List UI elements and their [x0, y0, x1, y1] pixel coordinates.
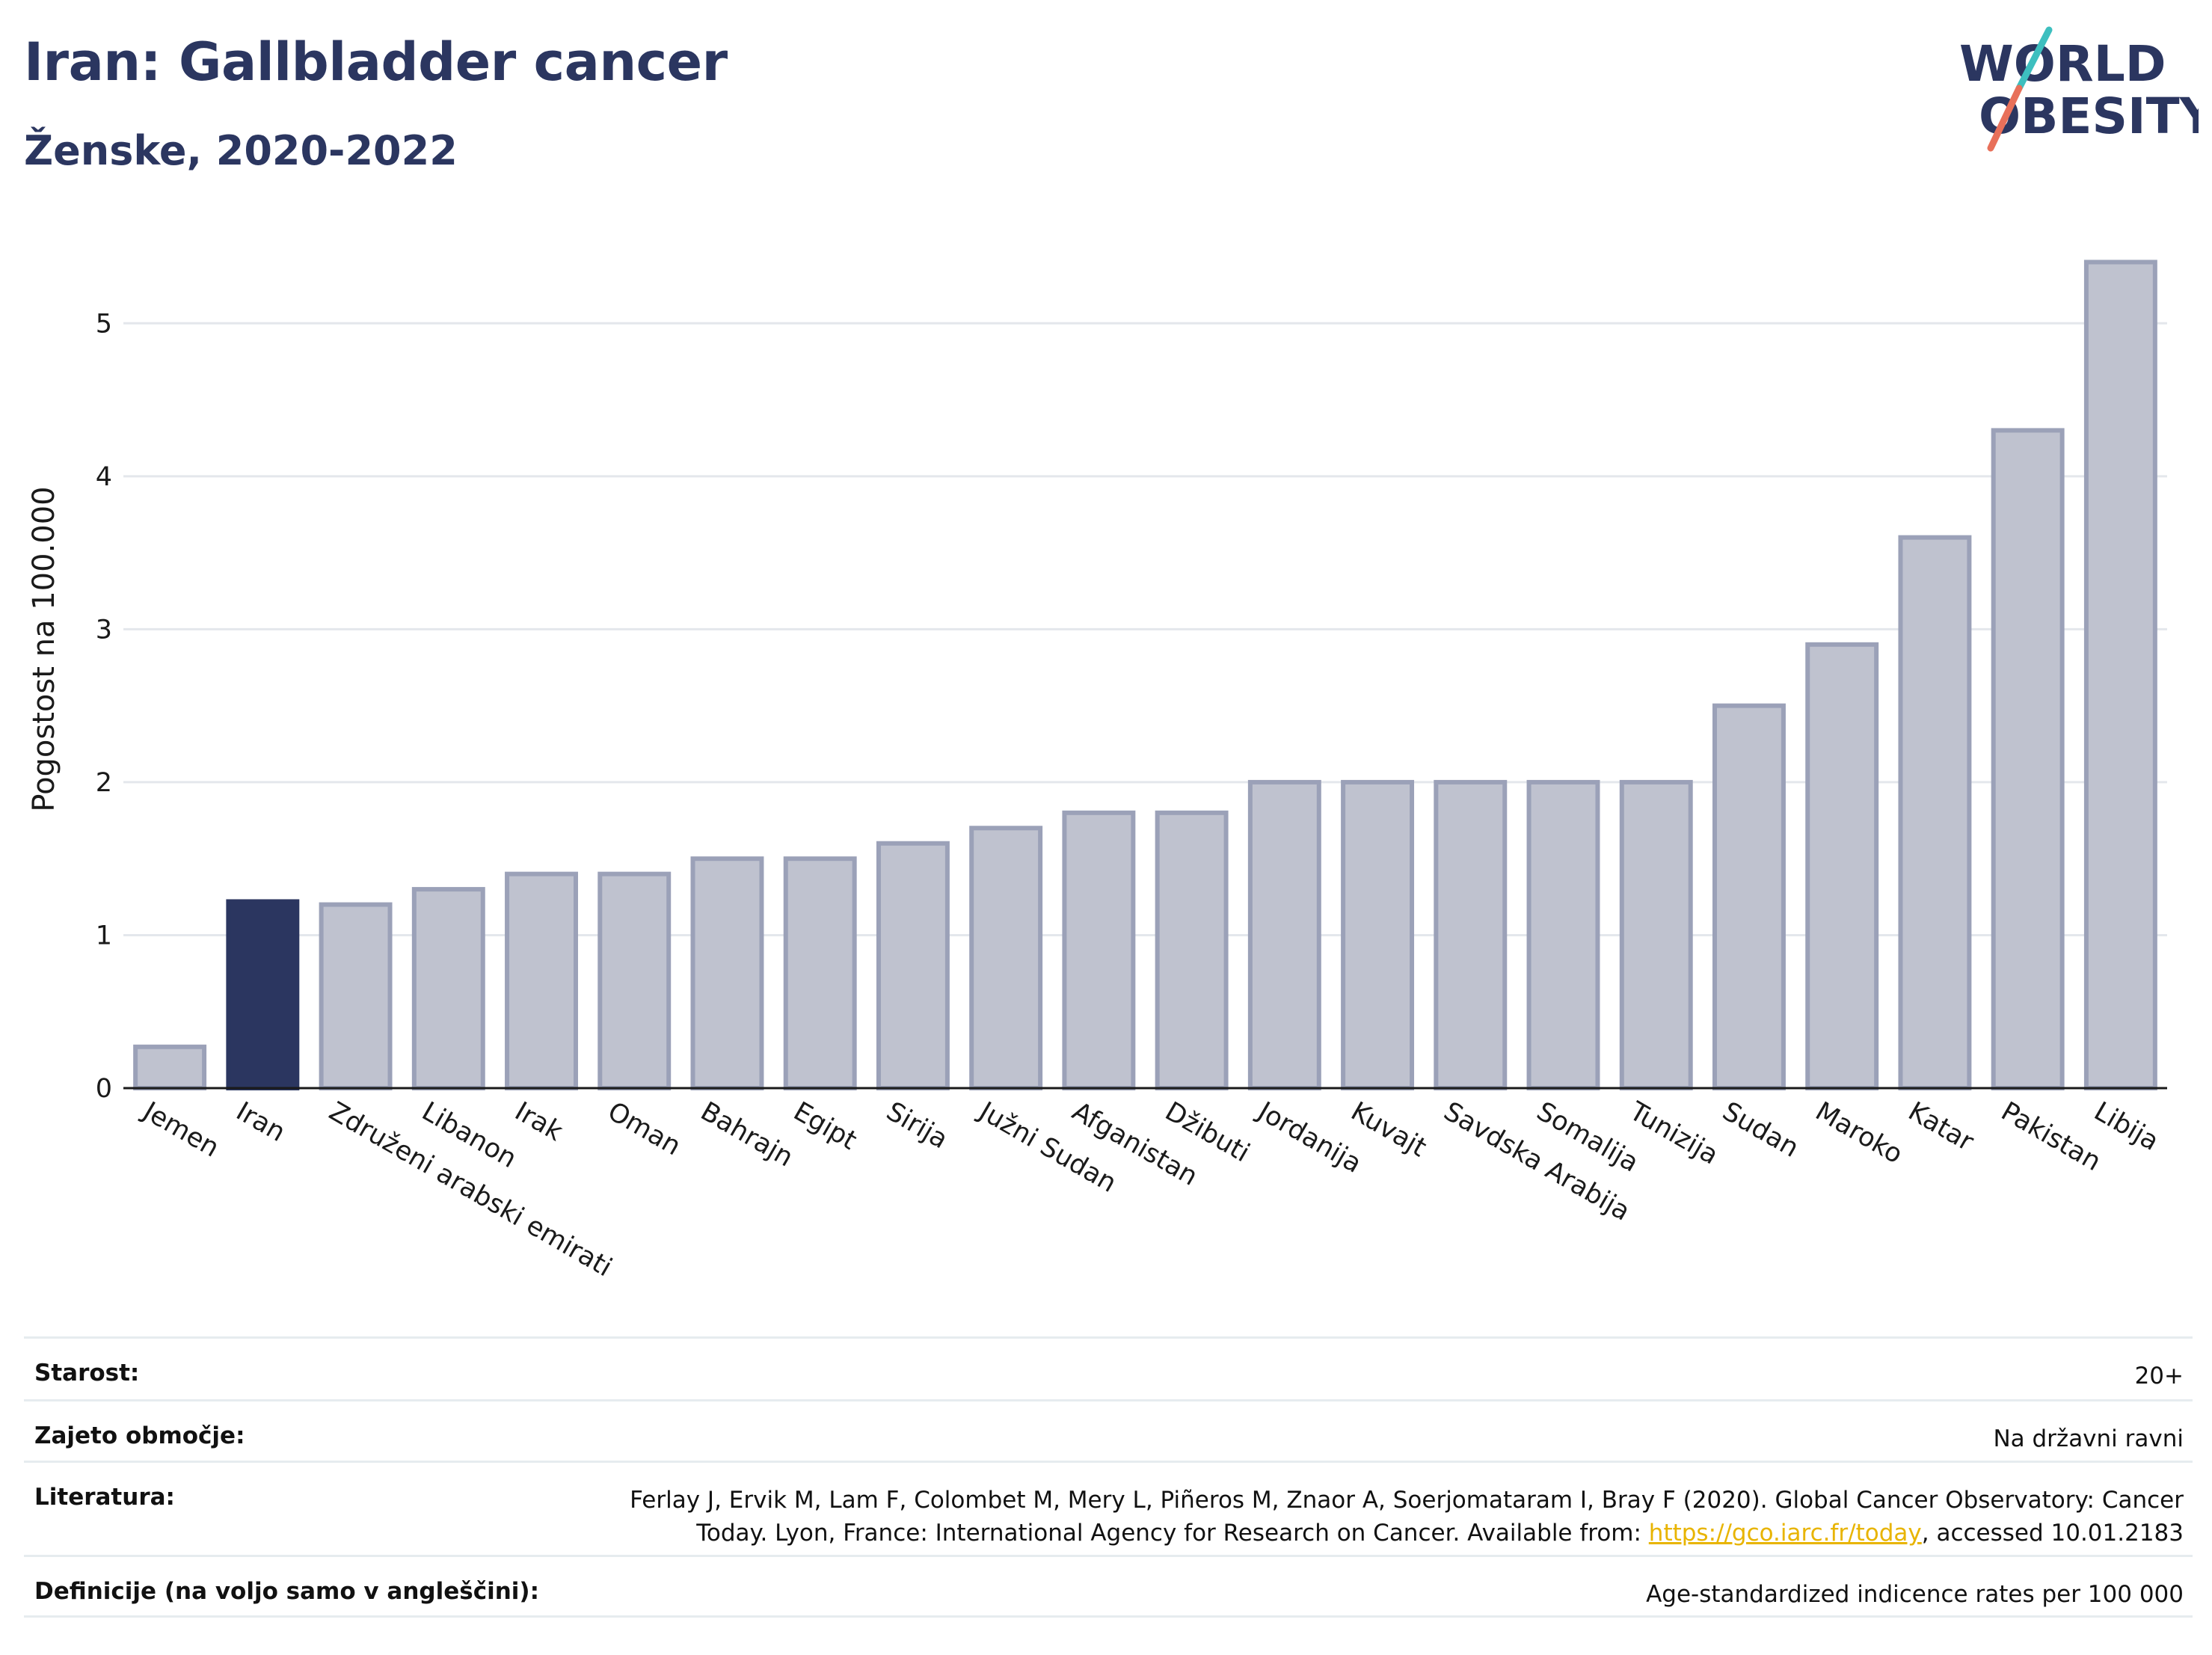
y-tick-label: 3: [96, 615, 112, 645]
reference-line-1: Ferlay J, Ervik M, Lam F, Colombet M, Me…: [630, 1487, 2184, 1514]
x-tick-label: Sirija: [881, 1096, 953, 1155]
info-label-coverage: Zajeto območje:: [34, 1422, 245, 1449]
info-row-coverage: Zajeto območje: Na državni ravni: [24, 1399, 2193, 1461]
bar-južni-sudan: [969, 826, 1043, 1090]
chart-subtitle: Ženske, 2020-2022: [24, 127, 458, 174]
x-tick-label: Jordanija: [1252, 1096, 1367, 1179]
y-tick-label: 5: [96, 309, 112, 339]
bar-katar: [1898, 535, 1972, 1090]
logo-slash-coral: [1987, 85, 2023, 152]
bar-irak: [505, 871, 578, 1090]
x-tick-label: Egipt: [788, 1096, 861, 1156]
x-tick-label: Pakistan: [1996, 1096, 2106, 1177]
x-tick-label: Oman: [603, 1096, 686, 1161]
x-tick-labels: Jemen Iran Združeni arabski emiratiLibanon…: [137, 1096, 2163, 1283]
x-tick-label: Jemen: [137, 1096, 224, 1163]
info-value-definitions: Age-standardized indicence rates per 100…: [1646, 1581, 2184, 1608]
x-tick-label: Sudan: [1717, 1096, 1803, 1164]
chart-title: Iran: Gallbladder cancer: [24, 31, 728, 93]
bar-maroko: [1805, 642, 1879, 1090]
bar-egipt: [783, 856, 857, 1090]
logo-word-world: WORLD: [1959, 35, 2166, 93]
y-tick-label: 1: [96, 921, 112, 951]
info-row-definitions: Definicije (na voljo samo v angleščini):…: [24, 1555, 2193, 1618]
bar-somalija: [1526, 779, 1600, 1090]
bar-pakistan: [1991, 428, 2065, 1090]
reference-line-2-pre: Today. Lyon, France: International Agenc…: [696, 1520, 1649, 1547]
x-tick-label: Katar: [1903, 1096, 1979, 1158]
bar-tunizija: [1619, 779, 1693, 1090]
bar-libija: [2083, 260, 2157, 1090]
bar-jordanija: [1247, 779, 1321, 1090]
bar-sudan: [1712, 703, 1786, 1090]
bar-sirija: [876, 841, 950, 1091]
bar-združeni-arabski-emirati: [319, 902, 393, 1090]
x-tick-label: Irak: [510, 1096, 568, 1147]
info-value-age: 20+: [2134, 1363, 2184, 1390]
bar-savdska-arabija: [1434, 779, 1508, 1090]
bar-oman: [597, 871, 672, 1090]
y-tick-label: 4: [96, 462, 112, 492]
x-tick-label: Bahrajn: [695, 1096, 798, 1173]
bar-džibuti: [1155, 810, 1229, 1091]
bar-libanon: [411, 887, 485, 1091]
world-obesity-logo: WORLD OBESITY: [1959, 26, 2199, 152]
info-label-age: Starost:: [34, 1360, 140, 1387]
bar-iran: [226, 899, 300, 1091]
y-axis-title: Pogostost na 100.000: [27, 486, 61, 811]
reference-line-2-post: , accessed 10.01.2183: [1921, 1520, 2184, 1547]
info-label-reference: Literatura:: [34, 1484, 175, 1511]
info-value-coverage: Na državni ravni: [1993, 1425, 2184, 1452]
y-tick-label: 0: [96, 1074, 112, 1104]
bar-bahrajn: [690, 856, 764, 1090]
info-row-age: Starost: 20+: [24, 1336, 2193, 1399]
y-tick-label: 2: [96, 768, 112, 798]
info-table: Starost: 20+ Zajeto območje: Na državni …: [24, 1336, 2193, 1618]
bar-chart: 0 1 2 3 4 5 Jemen Iran Združeni arabski emirati…: [27, 260, 2167, 1283]
bar-afganistan: [1062, 810, 1136, 1091]
bar-kuvajt: [1341, 779, 1415, 1090]
info-label-definitions: Definicije (na voljo samo v angleščini):: [34, 1578, 539, 1605]
info-value-reference: Ferlay J, Ervik M, Lam F, Colombet M, Me…: [630, 1484, 2184, 1550]
y-tick-labels: 0 1 2 3 4 5: [96, 309, 112, 1104]
info-row-reference: Literatura: Ferlay J, Ervik M, Lam F, Co…: [24, 1461, 2193, 1555]
reference-link[interactable]: https://gco.iarc.fr/today: [1648, 1520, 1922, 1547]
x-tick-label: Iran: [231, 1096, 290, 1148]
bars: [133, 260, 2157, 1091]
logo-slash-teal: [2015, 26, 2053, 92]
x-tick-label: Maroko: [1810, 1096, 1908, 1170]
bar-jemen: [133, 1044, 207, 1090]
